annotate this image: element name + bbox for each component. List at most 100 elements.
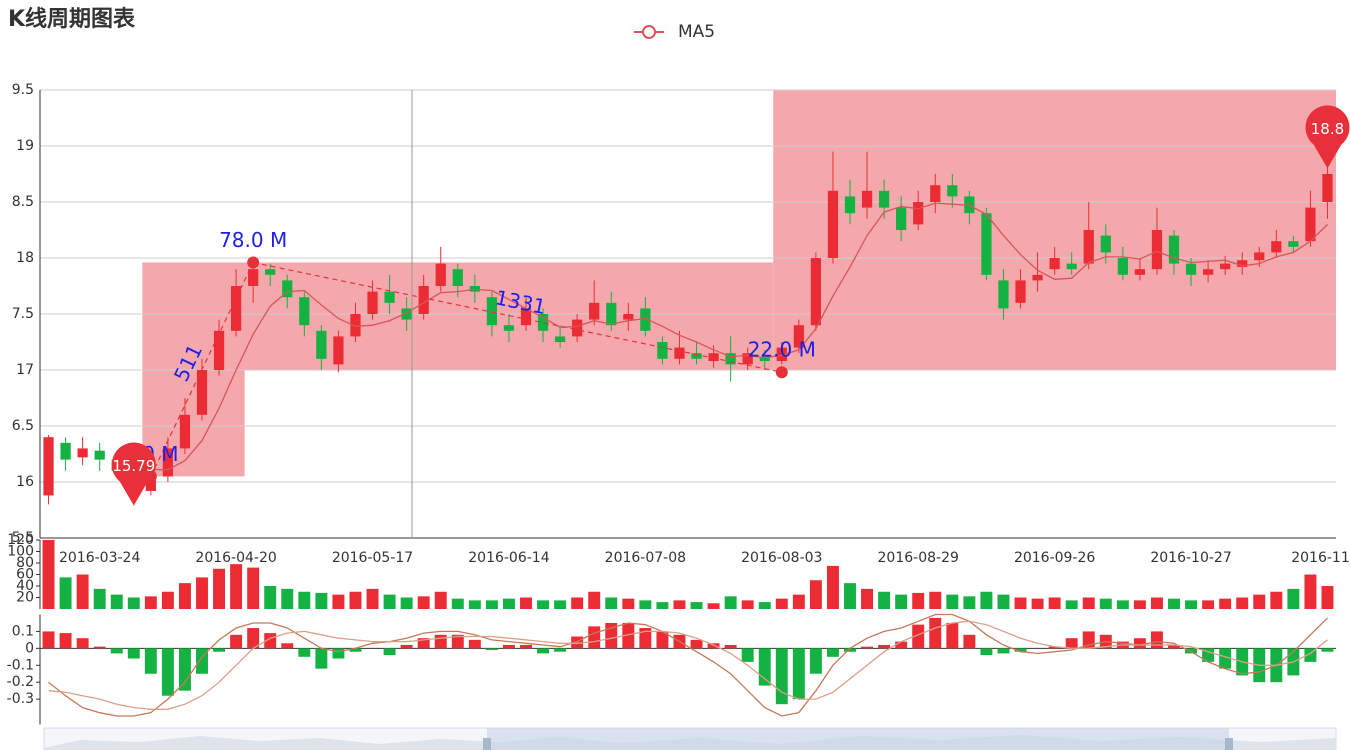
candle-body <box>674 347 685 359</box>
macd-bar <box>1014 648 1027 652</box>
volume-bar <box>1116 600 1129 609</box>
volume-bar <box>1048 597 1061 609</box>
y-tick-label: 17 <box>16 362 34 378</box>
candle-body <box>1322 174 1333 202</box>
zoom-slider[interactable] <box>43 727 1337 750</box>
volume-bar <box>861 588 874 609</box>
y-tick-label: 20 <box>16 590 34 606</box>
mark-point <box>1305 105 1350 169</box>
y-tick-label: 19 <box>16 138 34 154</box>
volume-bar <box>42 540 55 609</box>
ma-line <box>116 202 1328 471</box>
chart-title: K线周期图表 <box>8 6 136 32</box>
macd-bar <box>912 624 925 649</box>
x-tick-label: 2016-05-17 <box>332 550 413 566</box>
x-tick-label: 2016-07-08 <box>605 550 686 566</box>
slider-window[interactable] <box>487 728 1229 750</box>
macd-bar <box>213 648 226 652</box>
slider-handle[interactable] <box>1225 738 1233 750</box>
volume-bar <box>707 603 720 609</box>
candle-body <box>623 314 634 320</box>
candle-body <box>537 314 549 331</box>
macd-bar <box>690 639 703 649</box>
mark-line-point-label: 78.0 M <box>219 228 287 252</box>
volume-bar <box>571 597 584 609</box>
candle-body <box>60 442 71 460</box>
candle-body <box>606 302 617 326</box>
candle-body <box>401 308 412 320</box>
volume-bar <box>451 598 464 609</box>
volume-bar <box>298 591 311 609</box>
macd-bar <box>1304 648 1317 662</box>
candle-body <box>230 286 242 331</box>
x-tick-label: 2016-04-20 <box>195 550 276 566</box>
macd-bar <box>775 648 788 705</box>
macd-bar <box>417 638 430 649</box>
volume-bar <box>161 591 174 609</box>
macd-bar <box>809 648 822 674</box>
volume-bar <box>912 592 925 609</box>
volume-bar <box>554 600 567 609</box>
volume-bar <box>1236 597 1249 609</box>
slider-handle[interactable] <box>483 738 491 750</box>
volume-bar <box>93 588 106 609</box>
y-tick-label: 8.5 <box>12 194 34 210</box>
volume-bar <box>997 594 1010 609</box>
candle-body <box>367 291 378 314</box>
y-tick-label: 16 <box>16 474 34 490</box>
candle-body <box>452 269 463 286</box>
y-tick-label: 18 <box>16 250 34 266</box>
volume-bar <box>1270 591 1283 609</box>
volume-bar <box>502 598 515 609</box>
volume-bar <box>844 583 856 609</box>
x-tick-label: 2016-08-03 <box>741 550 822 566</box>
volume-bar <box>690 602 703 609</box>
macd-bar <box>196 648 208 674</box>
x-tick-label: 2016-10-27 <box>1150 550 1231 566</box>
mark-point <box>111 442 156 506</box>
volume-bar <box>792 594 805 609</box>
candle-body <box>299 297 310 326</box>
volume-bar <box>264 586 277 609</box>
volume-bar <box>76 574 89 609</box>
candle-body <box>691 353 702 359</box>
volume-bar <box>144 596 157 609</box>
candle-body <box>1305 207 1316 242</box>
candle-body <box>282 280 293 298</box>
macd-bar <box>1168 644 1180 649</box>
macd-bar <box>707 643 720 649</box>
macd-bar <box>861 646 874 649</box>
macd-bar <box>42 631 55 649</box>
candle-body <box>759 356 770 362</box>
macd-bar <box>127 648 140 659</box>
candle-body <box>1151 230 1163 270</box>
candle-body <box>930 185 941 202</box>
candle-body <box>1117 258 1128 275</box>
macd-bar <box>878 644 891 649</box>
candle-body <box>981 213 992 275</box>
macd-bar <box>400 644 413 649</box>
macd-bar <box>605 622 618 649</box>
volume-bar <box>878 591 891 609</box>
macd-bar <box>264 633 277 649</box>
candle-body <box>1032 274 1043 281</box>
macd-bar <box>298 648 311 657</box>
y-tick-label: 100 <box>7 544 34 560</box>
volume-bar <box>929 591 942 609</box>
candle-body <box>844 196 856 214</box>
volume-bar <box>520 597 532 609</box>
macd-bar <box>144 648 157 674</box>
candle-body <box>213 330 225 370</box>
candle-body <box>896 207 907 230</box>
macd-bar <box>434 634 447 649</box>
y-tick-label: 7.5 <box>12 306 34 322</box>
macd-bar <box>963 634 976 649</box>
volume-bar <box>741 600 754 609</box>
macd-bar <box>980 648 993 656</box>
macd-bar <box>929 617 942 649</box>
macd-bar <box>1185 648 1198 654</box>
x-tick-label: 2016-03-24 <box>59 550 140 566</box>
mark-point-label: 15.79 <box>112 457 155 475</box>
macd-bar <box>110 648 123 654</box>
